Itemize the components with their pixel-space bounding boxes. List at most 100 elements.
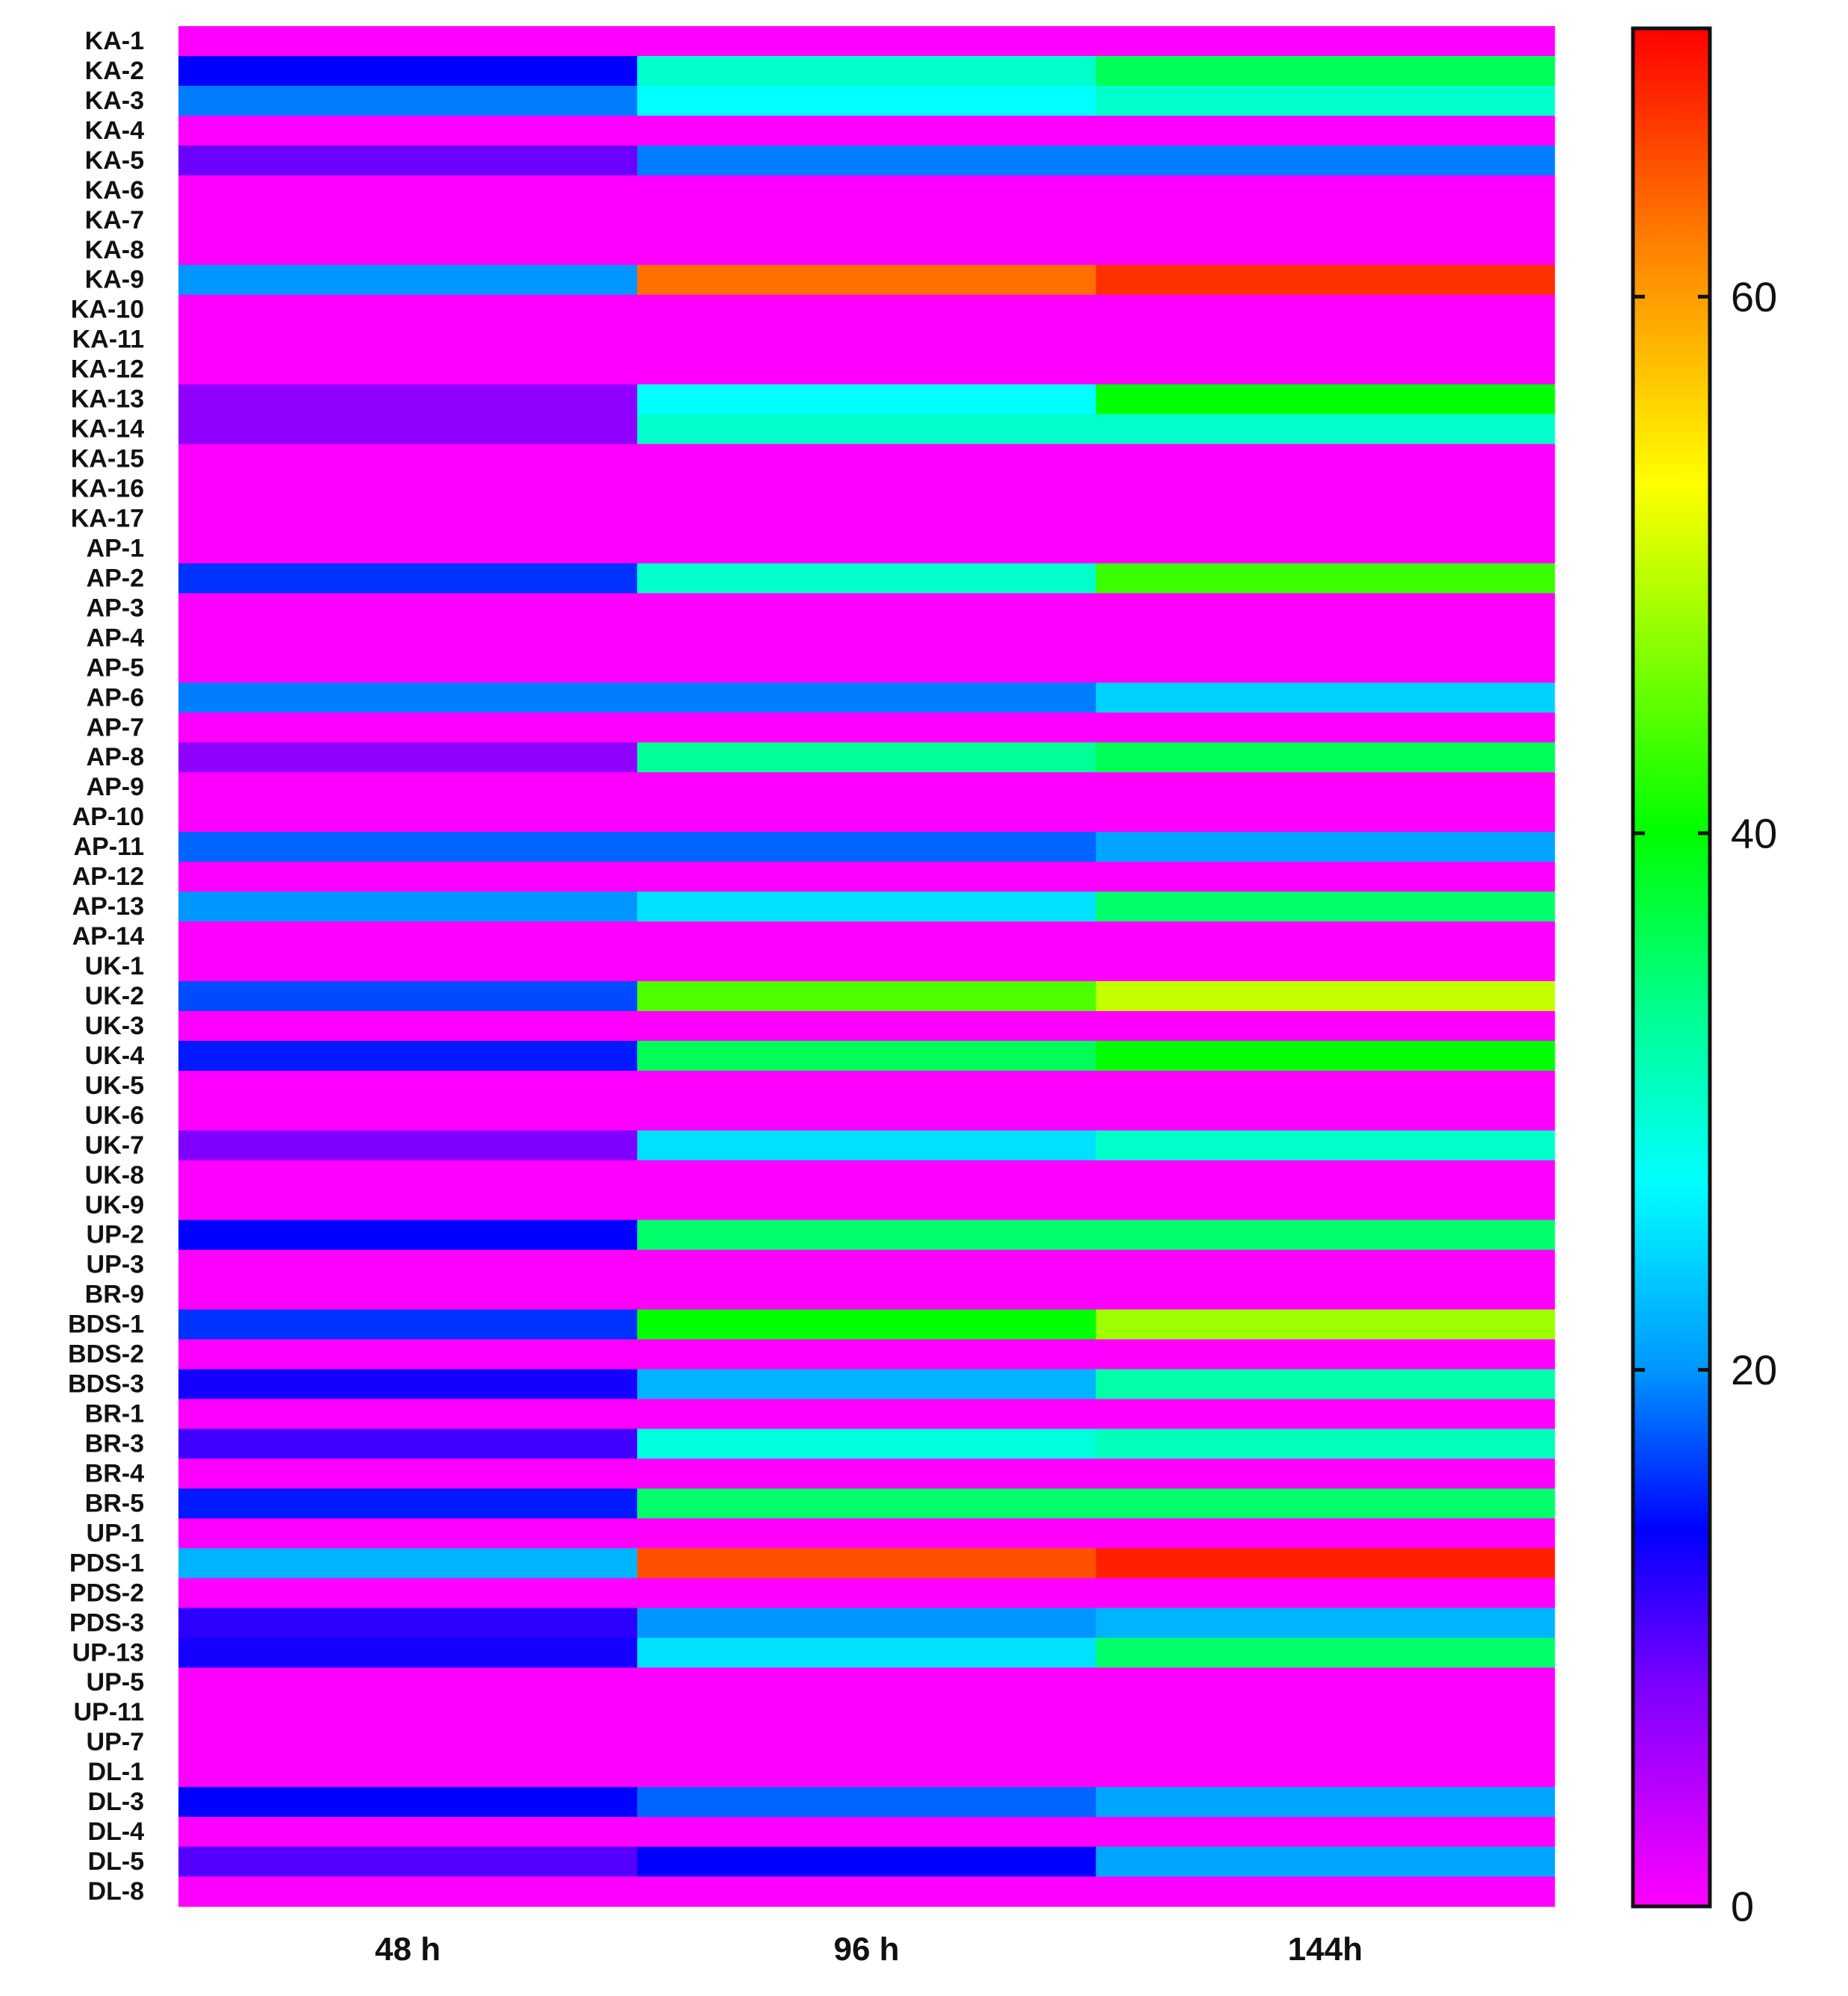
heatmap-cell-ka-5-144h <box>1095 145 1555 176</box>
heatmap-cell-ka-1-96-h <box>637 26 1097 57</box>
heatmap-cell-pds-2-96-h <box>637 1578 1097 1608</box>
heatmap-cell-uk-2-96-h <box>637 980 1097 1012</box>
colorbar-tick-label-60: 60 <box>1731 273 1777 320</box>
row-label-up-11: UP-11 <box>74 1698 145 1726</box>
heatmap-cell-bds-3-96-h <box>637 1369 1097 1400</box>
heatmap-cell-up-7-48-h <box>178 1727 638 1758</box>
heatmap-cell-ka-14-48-h <box>178 414 638 445</box>
row-label-uk-7: UK-7 <box>85 1131 144 1160</box>
heatmap-cell-ap-2-96-h <box>637 563 1097 594</box>
heatmap-cell-dl-1-48-h <box>178 1757 638 1788</box>
row-label-uk-5: UK-5 <box>85 1072 144 1100</box>
heatmap-cell-ka-6-48-h <box>178 175 638 206</box>
row-label-uk-2: UK-2 <box>85 982 144 1010</box>
heatmap-cell-ka-1-144h <box>1095 26 1555 57</box>
heatmap-cell-ap-6-96-h <box>637 683 1097 713</box>
heatmap-cell-br-5-48-h <box>178 1488 638 1520</box>
heatmap-cell-ka-7-144h <box>1095 205 1555 236</box>
heatmap-cell-ka-11-48-h <box>178 324 638 355</box>
heatmap-cell-pds-3-96-h <box>637 1608 1097 1638</box>
heatmap-cell-dl-3-96-h <box>637 1787 1097 1818</box>
heatmap-cell-uk-5-48-h <box>178 1070 638 1101</box>
heatmap-cell-up-2-144h <box>1095 1219 1555 1251</box>
row-label-dl-1: DL-1 <box>87 1758 144 1786</box>
heatmap-cell-ap-7-96-h <box>637 712 1097 743</box>
heatmap-cell-br-1-144h <box>1095 1399 1555 1430</box>
heatmap-cell-ka-16-144h <box>1095 473 1555 505</box>
row-label-ka-2: KA-2 <box>85 57 144 85</box>
heatmap-cell-dl-3-144h <box>1095 1787 1555 1818</box>
heatmap-cell-ka-12-96-h <box>637 354 1097 385</box>
colorbar: 0 20 40 60 <box>1631 26 1777 1930</box>
heatmap-cell-br-9-144h <box>1095 1279 1555 1311</box>
heatmap-cell-uk-5-96-h <box>637 1070 1097 1101</box>
row-label-br-1: BR-1 <box>85 1400 144 1428</box>
heatmap-cell-ap-10-144h <box>1095 802 1555 833</box>
heatmap-cell-ap-11-144h <box>1095 832 1555 862</box>
heatmap-cell-ap-2-48-h <box>178 563 638 594</box>
row-label-br-9: BR-9 <box>85 1281 144 1309</box>
heatmap-cell-up-11-96-h <box>637 1697 1097 1728</box>
row-label-dl-5: DL-5 <box>87 1847 144 1876</box>
heatmap-cell-ap-6-48-h <box>178 683 638 713</box>
row-label-ka-10: KA-10 <box>71 296 144 324</box>
row-label-ka-14: KA-14 <box>71 415 144 444</box>
heatmap-cell-uk-8-96-h <box>637 1160 1097 1191</box>
heatmap-cell-uk-2-48-h <box>178 980 638 1012</box>
row-label-bds-3: BDS-3 <box>68 1370 144 1399</box>
heatmap-cell-ap-12-96-h <box>637 862 1097 892</box>
heatmap-cell-ka-3-144h <box>1095 85 1555 116</box>
heatmap-cell-up-3-96-h <box>637 1249 1097 1281</box>
heatmap-cell-uk-6-144h <box>1095 1100 1555 1131</box>
heatmap-cell-ka-16-48-h <box>178 473 638 505</box>
heatmap-cell-uk-9-48-h <box>178 1190 638 1221</box>
heatmap-cell-ap-13-144h <box>1095 892 1555 922</box>
heatmap-cell-dl-3-48-h <box>178 1787 638 1818</box>
heatmap-cell-ka-5-48-h <box>178 145 638 176</box>
colorbar-gradient <box>1631 26 1712 1909</box>
column-label-48-h: 48 h <box>375 1931 441 1968</box>
heatmap-cell-pds-1-48-h <box>178 1548 638 1579</box>
heatmap-cell-br-5-96-h <box>637 1488 1097 1520</box>
heatmap-cell-ap-5-48-h <box>178 653 638 683</box>
heatmap-cell-dl-4-96-h <box>637 1817 1097 1847</box>
heatmap-cell-br-1-48-h <box>178 1399 638 1430</box>
heatmap-cell-ap-12-48-h <box>178 862 638 892</box>
heatmap-cell-bds-3-48-h <box>178 1369 638 1400</box>
row-label-br-5: BR-5 <box>85 1489 144 1517</box>
heatmap-cell-ka-4-48-h <box>178 115 638 146</box>
heatmap-cell-up-7-96-h <box>637 1727 1097 1758</box>
heatmap-cell-ap-3-48-h <box>178 593 638 624</box>
row-label-up-7: UP-7 <box>87 1728 144 1756</box>
heatmap-cell-up-5-96-h <box>637 1667 1097 1698</box>
heatmap-cell-uk-4-96-h <box>637 1040 1097 1072</box>
row-label-uk-8: UK-8 <box>85 1161 144 1190</box>
heatmap-cell-ap-9-144h <box>1095 772 1555 803</box>
heatmap-cell-uk-1-144h <box>1095 951 1555 982</box>
row-label-ap-3: AP-3 <box>87 594 144 622</box>
column-labels: 48 h 96 h 144h <box>375 1931 1363 1968</box>
row-label-bds-2: BDS-2 <box>68 1340 144 1369</box>
heatmap-cell-ka-12-144h <box>1095 354 1555 385</box>
heatmap-cell-br-4-96-h <box>637 1458 1097 1490</box>
heatmap-cell-ka-4-96-h <box>637 115 1097 146</box>
heatmap-cell-up-3-48-h <box>178 1249 638 1281</box>
heatmap-cell-dl-1-144h <box>1095 1757 1555 1788</box>
heatmap-cell-ap-6-144h <box>1095 683 1555 713</box>
row-label-dl-4: DL-4 <box>87 1818 144 1846</box>
heatmap-cell-br-3-144h <box>1095 1428 1555 1460</box>
heatmap-cell-uk-8-48-h <box>178 1160 638 1191</box>
heatmap-cell-up-2-96-h <box>637 1219 1097 1251</box>
row-label-ka-8: KA-8 <box>85 236 144 264</box>
row-label-uk-1: UK-1 <box>85 952 144 980</box>
heatmap-cell-ka-17-96-h <box>637 503 1097 535</box>
heatmap-cell-br-3-96-h <box>637 1428 1097 1460</box>
heatmap-cell-ap-12-144h <box>1095 862 1555 892</box>
row-label-ap-10: AP-10 <box>72 803 144 831</box>
heatmap-cell-pds-2-144h <box>1095 1578 1555 1608</box>
heatmap-cell-uk-1-96-h <box>637 951 1097 982</box>
heatmap-cell-ap-5-96-h <box>637 653 1097 683</box>
heatmap-cell-br-9-96-h <box>637 1279 1097 1311</box>
heatmap-cell-up-7-144h <box>1095 1727 1555 1758</box>
